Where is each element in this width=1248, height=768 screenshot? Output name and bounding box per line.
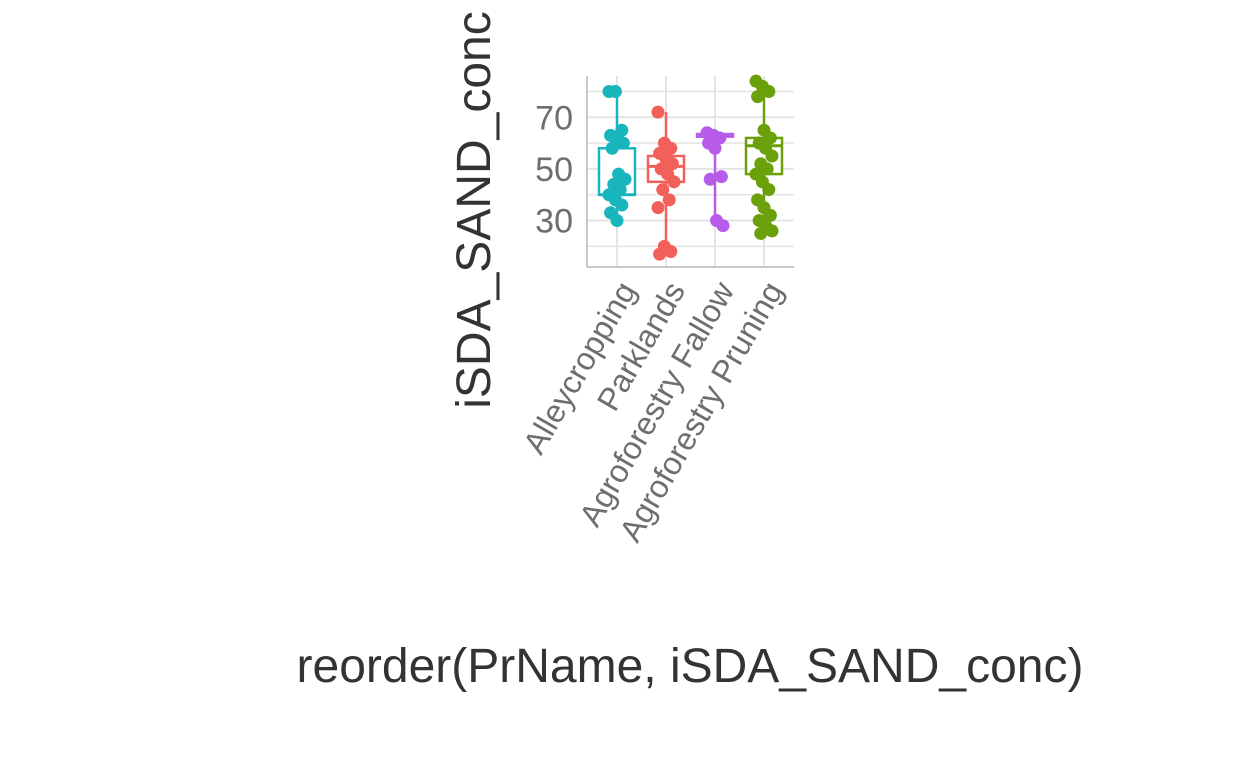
data-point	[618, 172, 632, 186]
data-point	[613, 183, 627, 197]
data-point	[653, 247, 667, 261]
data-point	[751, 90, 765, 104]
y-tick-labels: 30 50 70	[535, 99, 573, 240]
data-point	[656, 183, 670, 197]
data-point	[763, 208, 777, 222]
data-point	[763, 131, 777, 145]
data-point	[762, 84, 776, 98]
data-point	[667, 175, 681, 189]
data-point	[616, 136, 630, 150]
data-point	[651, 201, 665, 215]
data-point	[760, 162, 774, 176]
data-point	[664, 245, 678, 259]
data-point	[765, 224, 779, 238]
y-axis-title: iSDA_SAND_conc	[448, 11, 501, 409]
box-group-parklands	[646, 105, 686, 261]
y-tick-label: 70	[535, 99, 573, 137]
data-point	[713, 131, 727, 145]
y-tick-label: 50	[535, 151, 573, 189]
data-point	[608, 84, 622, 98]
data-point	[610, 214, 624, 228]
data-point	[605, 141, 619, 155]
box-group-agroforestry-pruning	[744, 74, 784, 240]
data-point	[716, 219, 730, 233]
data-point	[664, 141, 678, 155]
x-axis-title: reorder(PrName, iSDA_SAND_conc)	[297, 640, 1084, 693]
data-point	[762, 183, 776, 197]
data-point	[651, 105, 665, 119]
data-point	[662, 193, 676, 207]
data-point	[665, 157, 679, 171]
data-point	[708, 141, 722, 155]
plot-area	[597, 74, 784, 261]
data-point	[703, 172, 717, 186]
data-point	[714, 170, 728, 184]
box-group-alleycropping	[597, 84, 637, 228]
y-tick-label: 30	[535, 203, 573, 241]
axes	[586, 76, 794, 268]
data-point	[615, 198, 629, 212]
data-point	[765, 149, 779, 163]
data-point	[754, 226, 768, 240]
box-group-agroforestry-fallow	[695, 126, 735, 233]
